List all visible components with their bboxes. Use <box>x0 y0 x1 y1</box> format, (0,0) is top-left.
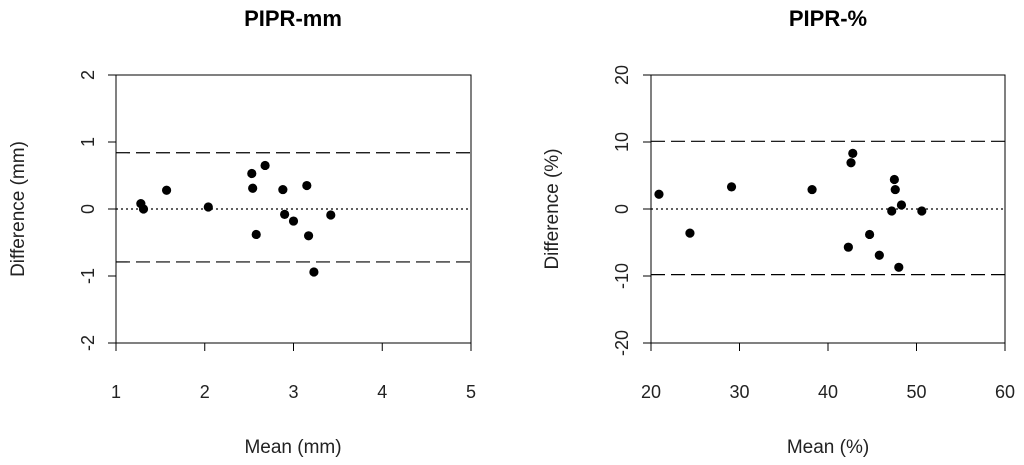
data-point <box>280 209 290 219</box>
data-point <box>890 184 900 195</box>
y-tick-label: -20 <box>612 330 632 356</box>
y-tick-label: -10 <box>612 263 632 289</box>
y-tick-label: -1 <box>78 268 98 284</box>
data-point <box>896 200 907 210</box>
data-point <box>288 216 299 226</box>
y-axis: -20 -10 0 10 20 <box>612 65 651 356</box>
y-tick-label: 20 <box>612 65 632 85</box>
data-point <box>887 206 897 216</box>
x-tick-label: 4 <box>377 382 387 402</box>
data-point <box>260 160 270 171</box>
y-tick-label: 0 <box>78 204 98 214</box>
y-axis-label: Difference (mm) <box>8 141 29 277</box>
data-point <box>843 242 853 252</box>
data-point <box>247 168 257 179</box>
data-point <box>161 185 172 195</box>
reference-lines <box>116 152 471 263</box>
y-tick-label: 0 <box>612 204 632 214</box>
x-axis: 20 30 40 50 60 <box>641 343 1015 402</box>
data-point <box>894 262 904 272</box>
data-point <box>889 174 899 185</box>
x-tick-label: 5 <box>466 382 476 402</box>
y-tick-label: -2 <box>78 335 98 351</box>
data-point <box>848 148 858 158</box>
x-axis: 1 2 3 4 5 <box>111 343 476 402</box>
y-tick-label: 1 <box>78 137 98 147</box>
data-point <box>685 228 695 238</box>
data-point <box>302 180 312 191</box>
data-point <box>309 267 319 277</box>
data-point <box>874 250 884 260</box>
y-axis-label: Difference (%) <box>542 148 563 269</box>
reference-lines <box>651 140 1005 276</box>
y-axis: -2 -1 0 1 2 <box>78 70 116 351</box>
data-point <box>251 229 261 240</box>
data-point <box>203 202 213 212</box>
x-tick-label: 1 <box>111 382 121 402</box>
x-tick-label: 50 <box>906 382 926 402</box>
data-points <box>654 148 927 272</box>
chart-title: PIPR-% <box>789 6 867 31</box>
data-point <box>807 184 817 195</box>
data-point <box>138 204 149 214</box>
data-point <box>326 210 336 220</box>
data-point <box>248 183 258 193</box>
x-tick-label: 2 <box>200 382 210 402</box>
data-point <box>917 206 927 216</box>
x-tick-label: 30 <box>729 382 749 402</box>
x-axis-label: Mean (%) <box>787 437 869 458</box>
x-axis-label: Mean (mm) <box>244 437 341 458</box>
data-point <box>864 229 875 240</box>
data-points <box>136 160 336 277</box>
y-tick-label: 10 <box>612 132 632 152</box>
data-point <box>654 189 664 199</box>
data-point <box>726 182 737 192</box>
x-tick-label: 20 <box>641 382 661 402</box>
panel-pipr-percent: PIPR-% Mean (%) Difference (%) 20 30 40 50 6… <box>542 6 1015 458</box>
x-tick-label: 3 <box>288 382 298 402</box>
y-tick-label: 2 <box>78 70 98 80</box>
data-point <box>846 158 856 168</box>
data-point <box>303 231 314 241</box>
x-tick-label: 40 <box>818 382 838 402</box>
chart-title: PIPR-mm <box>244 6 342 31</box>
x-tick-label: 60 <box>995 382 1015 402</box>
data-point <box>278 184 288 195</box>
